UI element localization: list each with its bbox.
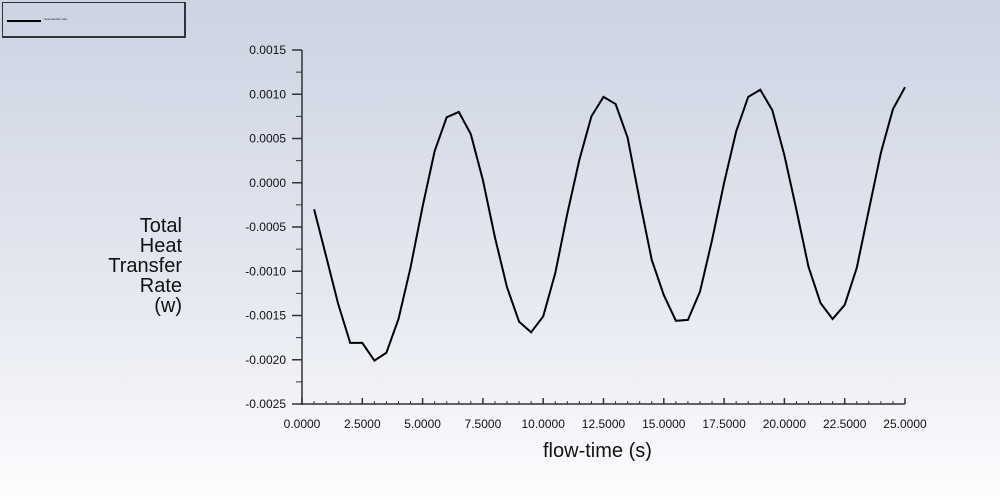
legend-label: heat-transfer-rate	[44, 17, 68, 21]
x-tick-label: 17.5000	[702, 417, 746, 431]
y-tick-label: -0.0010	[245, 264, 286, 278]
legend: heat-transfer-rate	[2, 2, 186, 38]
legend-line-swatch	[7, 20, 41, 22]
x-tick-label: 5.0000	[404, 417, 441, 431]
y-axis-label-line: Transfer	[108, 255, 182, 277]
axes	[292, 49, 906, 405]
y-axis-label-line: Rate	[139, 275, 182, 297]
x-tick-label: 25.0000	[883, 417, 927, 431]
x-tick-label: 12.5000	[582, 417, 626, 431]
y-tick-label: -0.0020	[245, 353, 286, 367]
y-tick-label: -0.0005	[245, 220, 286, 234]
x-tick-label: 20.0000	[763, 417, 807, 431]
y-tick-label: -0.0025	[245, 397, 286, 411]
x-tick-label: 2.5000	[344, 417, 381, 431]
y-axis-label: Total Heat Transfer Rate (w)	[108, 216, 182, 316]
y-axis-label-line: Total	[139, 215, 182, 237]
y-axis-label-line: (w)	[154, 295, 182, 317]
y-tick-label: 0.0010	[249, 87, 286, 101]
y-tick-label: 0.0005	[249, 132, 286, 146]
x-tick-label: 7.5000	[465, 417, 502, 431]
y-tick-label: 0.0015	[249, 43, 286, 57]
x-tick-label: 22.5000	[823, 417, 867, 431]
y-axis-label-line: Heat	[139, 235, 182, 257]
data-line	[313, 86, 906, 362]
x-tick-label: 10.0000	[522, 417, 566, 431]
tick-labels: 0.0015 0.0010 0.0005 0.0000 -0.0005 -0.0010 -0…	[245, 43, 927, 431]
x-tick-label: 0.0000	[284, 417, 321, 431]
y-tick-label: 0.0000	[249, 176, 286, 190]
y-tick-label: -0.0015	[245, 309, 286, 323]
x-axis-label: flow-time (s)	[543, 440, 652, 462]
x-tick-label: 15.0000	[642, 417, 686, 431]
